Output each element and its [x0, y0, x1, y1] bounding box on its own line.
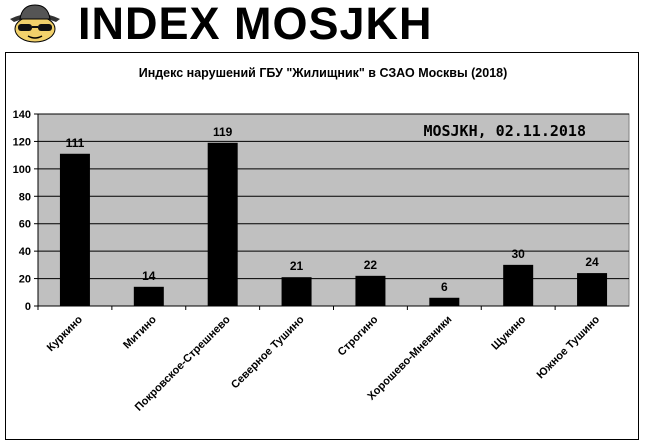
data-label: 119 — [213, 125, 233, 139]
bar — [133, 286, 164, 306]
bar — [207, 142, 238, 306]
bar — [355, 275, 386, 306]
chart-title: Индекс нарушений ГБУ "Жилищник" в СЗАО М… — [138, 66, 508, 80]
data-label: 111 — [66, 136, 85, 150]
bar — [59, 153, 90, 306]
category-label: Северное Тушино — [229, 313, 307, 391]
y-tick-label: 60 — [19, 219, 31, 231]
bars — [59, 142, 608, 306]
category-label: Хорошево-Мневники — [365, 314, 454, 403]
data-labels: 111 14 119 21 22 6 30 24 — [66, 125, 599, 294]
category-label: Строгино — [336, 313, 381, 358]
category-labels: Куркино МитиноПокровское-СтрешневоСеверно… — [37, 306, 603, 414]
data-label: 21 — [290, 259, 304, 273]
spy-detective-icon — [10, 4, 60, 43]
y-tick-label: 80 — [19, 191, 31, 203]
data-label: 22 — [364, 258, 378, 272]
y-tick-label: 120 — [13, 136, 31, 148]
bar — [503, 264, 534, 306]
category-label: Митино — [121, 313, 159, 351]
y-tick-label: 40 — [19, 246, 31, 258]
bar — [281, 277, 312, 306]
y-tick-label: 140 — [13, 109, 31, 121]
y-tick-label: 20 — [19, 274, 31, 286]
y-tick-label: 100 — [13, 164, 31, 176]
banner-title: INDEX MOSJKH — [78, 0, 433, 49]
chart-annotation: MOSJKH, 02.11.2018 — [423, 122, 586, 140]
category-label: Щукино — [489, 313, 528, 352]
data-label: 6 — [441, 280, 448, 294]
data-label: 24 — [585, 255, 599, 269]
category-label: Южное Тушино — [535, 313, 603, 381]
data-label: 30 — [512, 247, 526, 261]
category-label: Куркино — [45, 313, 86, 354]
bar — [577, 273, 608, 306]
bar — [429, 297, 460, 306]
y-tick-label: 0 — [25, 301, 31, 313]
banner: INDEX MOSJKH — [0, 0, 646, 49]
data-label: 14 — [142, 269, 156, 283]
plot-area — [37, 113, 630, 307]
